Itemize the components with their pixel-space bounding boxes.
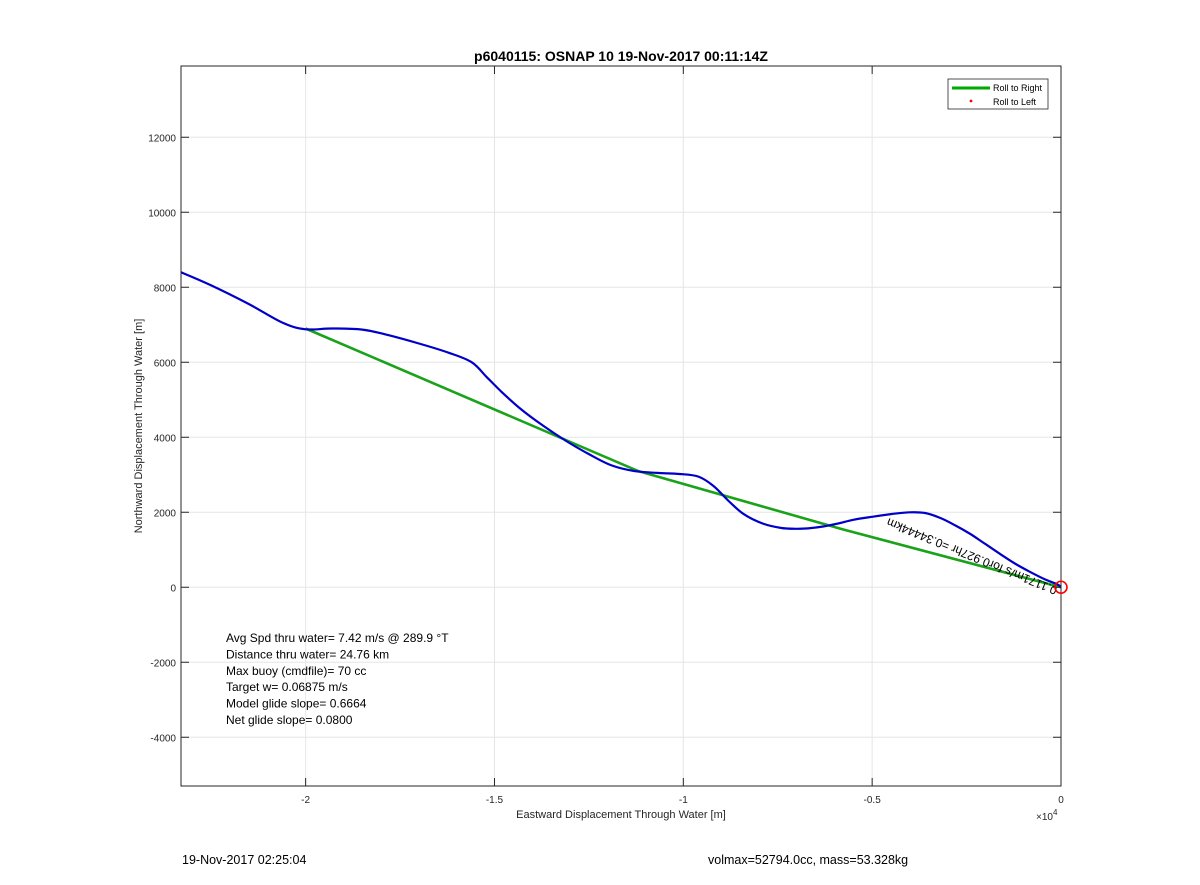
stats-line: Max buoy (cmdfile)= 70 cc	[226, 664, 366, 678]
series-roll-right-line	[305, 327, 1061, 589]
axis-ticks: -2 -1.5 -1 -0.5 0 -4000 -2000 0 2000 4000 6000 8000…	[148, 66, 1064, 806]
y-tick-label: -2000	[150, 658, 176, 669]
x-tick-label: -2	[301, 795, 310, 806]
stats-line: Avg Spd thru water= 7.42 m/s @ 289.9 °T	[226, 631, 449, 645]
axes-box	[180, 65, 1062, 787]
chart-title: p6040115: OSNAP 10 19-Nov-2017 00:11:14Z	[474, 48, 768, 64]
origin-circle-marker	[1054, 580, 1068, 595]
x-tick-label: -1.5	[486, 795, 504, 806]
y-tick-label: 0	[170, 583, 176, 594]
x-exponent-label: ×104	[1036, 808, 1058, 823]
legend-roll-right-label: Roll to Right	[993, 83, 1043, 93]
x-tick-label: -1	[679, 795, 688, 806]
stats-line: Net glide slope= 0.0800	[226, 713, 353, 727]
legend-box	[947, 78, 1049, 110]
stats-line: Model glide slope= 0.6664	[226, 697, 367, 711]
footer-timestamp: 19-Nov-2017 02:25:04	[182, 853, 307, 867]
y-tick-label: 12000	[148, 133, 176, 144]
plot-area	[181, 271, 1061, 589]
x-tick-label: 0	[1058, 795, 1064, 806]
stats-line: Target w= 0.06875 m/s	[226, 680, 348, 694]
x-exponent-power: 4	[1053, 808, 1058, 817]
legend: Roll to Right Roll to Left	[947, 78, 1049, 110]
stats-annotation: Avg Spd thru water= 7.42 m/s @ 289.9 °T D…	[226, 631, 449, 727]
y-tick-label: 8000	[154, 283, 177, 294]
stats-line: Distance thru water= 24.76 km	[226, 647, 389, 661]
x-exponent-base: ×10	[1036, 812, 1053, 823]
y-tick-label: 4000	[154, 433, 177, 444]
x-tick-label: -0.5	[864, 795, 882, 806]
series-track-line	[181, 271, 1061, 589]
axis-labels: p6040115: OSNAP 10 19-Nov-2017 00:11:14Z…	[133, 48, 1058, 823]
legend-roll-left-swatch	[969, 99, 973, 103]
y-tick-label: 6000	[154, 358, 177, 369]
y-axis-label: Northward Displacement Through Water [m]	[133, 319, 145, 534]
footer-volmax-mass: volmax=52794.0cc, mass=53.328kg	[708, 853, 909, 867]
x-axis-label: Eastward Displacement Through Water [m]	[516, 809, 726, 821]
y-tick-label: 10000	[148, 208, 176, 219]
y-tick-label: 2000	[154, 508, 177, 519]
legend-roll-left-label: Roll to Left	[993, 97, 1037, 107]
y-tick-label: -4000	[150, 733, 176, 744]
